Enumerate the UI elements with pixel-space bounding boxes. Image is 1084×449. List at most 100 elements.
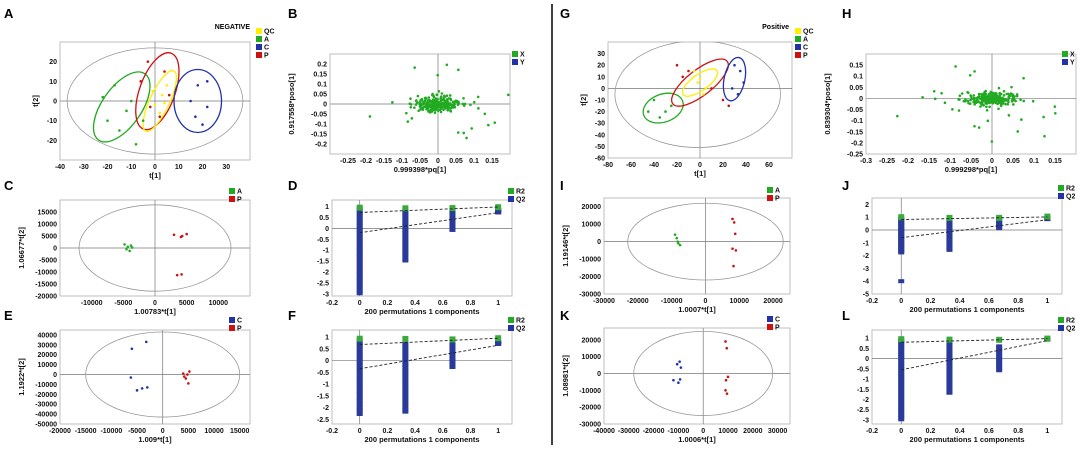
q2-permutation-marker: [946, 385, 953, 389]
data-point-p: [675, 63, 679, 67]
loading-point: [524, 96, 527, 99]
loading-point: [439, 110, 443, 114]
plot-area: [332, 200, 512, 296]
legend-swatch-x: [1062, 51, 1068, 57]
loading-point: [432, 94, 435, 98]
y-tick-label: -10000: [35, 270, 57, 277]
y-tick-label: -1: [323, 248, 329, 255]
x-tick-label: -10000: [668, 428, 690, 435]
y-axis-label: 1.19146*t[2]: [561, 225, 570, 267]
q2-permutation-marker: [898, 411, 905, 416]
y-tick-label: 1: [325, 204, 329, 211]
loading-point: [472, 100, 476, 104]
loading-point: [1002, 89, 1006, 93]
loading-point: [511, 122, 514, 125]
q2-permutation-marker: [898, 344, 905, 348]
loading-point: [990, 140, 994, 143]
q2-permutation-marker: [356, 377, 363, 382]
q2-permutation-marker: [402, 250, 409, 254]
loading-point: [416, 94, 420, 98]
y-tick-label: -0.15: [847, 129, 863, 136]
data-point-a: [676, 240, 680, 243]
x-tick-label: -0.15: [376, 158, 392, 165]
q2-permutation-marker: [356, 375, 363, 379]
q2-permutation-marker: [898, 348, 905, 352]
x-tick-label: 10000: [204, 428, 224, 435]
data-point-c: [189, 99, 192, 103]
y-tick-label: -1.5: [857, 387, 869, 394]
loading-point: [1043, 134, 1046, 138]
loading-point: [476, 95, 480, 99]
r2-permutation-marker: [356, 204, 363, 211]
legend-swatch-p: [229, 325, 235, 331]
data-point-p: [725, 346, 729, 350]
data-point-a: [675, 236, 679, 240]
x-axis-label: 200 permutations 1 components: [364, 435, 479, 444]
data-point-qc: [692, 69, 696, 73]
q2-permutation-marker: [402, 358, 409, 362]
q2-regression-line: [359, 212, 499, 234]
panel-j: J -0.2 0 0.2 0.4 0.6 0.8 1 -5 -4 -3 -2 -1 0 1 2 200 perm…: [842, 178, 1075, 314]
loading-point: [1013, 95, 1016, 98]
q2-permutation-marker: [898, 387, 905, 391]
x-tick-label: 0: [899, 298, 903, 305]
q2-permutation-marker: [356, 235, 363, 239]
q2-permutation-marker: [356, 267, 363, 272]
legend-swatch-q2: [508, 196, 514, 202]
loading-point: [415, 101, 419, 104]
loading-point: [1001, 96, 1004, 100]
loading-point: [428, 111, 432, 114]
x-tick-label: -40000: [593, 428, 615, 435]
legend-swatch-c: [229, 317, 235, 323]
q2-permutation-marker: [996, 364, 1003, 369]
q2-permutation-marker: [356, 398, 363, 403]
r2-permutation-marker: [402, 335, 409, 342]
q2-permutation-marker: [402, 213, 409, 217]
q2-permutation-marker: [449, 211, 456, 215]
q2-permutation-marker: [996, 366, 1003, 371]
y-tick-label: 0.1: [853, 74, 863, 81]
data-point-qc: [153, 103, 157, 107]
panel-letter: L: [842, 308, 850, 323]
y-tick-label: 0.15: [313, 72, 327, 79]
q2-permutation-marker: [402, 230, 409, 235]
x-tick-label: 0.15: [1048, 158, 1062, 165]
data-point-p: [681, 75, 685, 79]
q2-permutation-marker: [356, 350, 363, 354]
q2-permutation-marker: [996, 360, 1003, 365]
plot-area: [872, 330, 1062, 424]
x-tick-label: -0.1: [396, 158, 408, 165]
plot-area: [332, 330, 512, 424]
legend-label: A: [803, 37, 808, 44]
loading-point: [957, 109, 961, 112]
q2-permutation-marker: [402, 356, 409, 360]
x-tick-label: -10000: [81, 300, 103, 307]
legend-swatch-x: [512, 51, 518, 57]
q2-permutation-marker: [996, 344, 1003, 348]
y-tick-label: -2.5: [317, 417, 329, 424]
y-tick-label: -0.15: [311, 132, 327, 139]
q2-permutation-marker: [356, 256, 363, 261]
x-tick-label: -10: [126, 164, 136, 171]
q2-permutation-marker: [946, 383, 953, 387]
q2-permutation-marker: [356, 357, 363, 361]
x-tick-label: 0: [161, 428, 165, 435]
q2-permutation-marker: [898, 383, 905, 387]
q2-permutation-marker: [356, 370, 363, 375]
loading-point: [1001, 100, 1005, 104]
data-point-qc: [698, 77, 702, 81]
y-tick-label: 30: [597, 51, 605, 58]
loading-point: [436, 73, 439, 77]
data-point-p: [732, 221, 736, 224]
legend-label: C: [803, 45, 808, 52]
loading-point: [434, 107, 438, 111]
q2-permutation-marker: [402, 215, 409, 219]
q2-permutation-marker: [356, 396, 363, 400]
q2-permutation-marker: [449, 356, 456, 360]
data-point-c: [733, 63, 736, 67]
q2-permutation-marker: [356, 380, 363, 384]
r2-permutation-marker: [495, 204, 502, 211]
data-point-a: [652, 98, 656, 102]
y-axis-label: 1.1922*t[2]: [17, 358, 26, 396]
loading-point: [462, 104, 466, 107]
